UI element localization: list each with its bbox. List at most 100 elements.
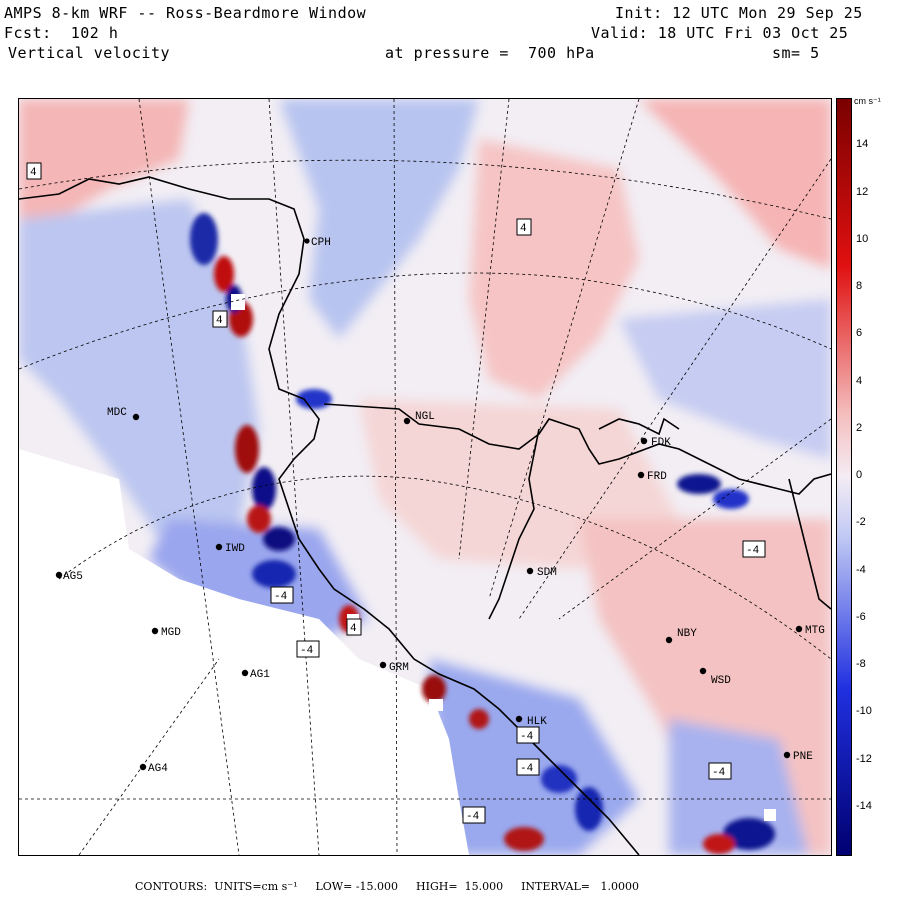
smoothing-setting: sm= 5 (772, 44, 820, 62)
contour-label-box: 4 (212, 310, 228, 328)
station-mgd[interactable]: MGD (151, 627, 181, 639)
wave-positive-3 (235, 425, 259, 473)
station-label: GRM (389, 662, 409, 674)
colorbar-tick-label: -12 (856, 752, 872, 765)
ross-ice-shelf-front (323, 403, 831, 495)
wave-negative-11 (575, 787, 603, 831)
mountain-wave-features (190, 213, 775, 854)
field-name: Vertical velocity (8, 44, 171, 62)
longitude-line-1 (138, 99, 240, 855)
station-fdk[interactable]: FDK (640, 437, 671, 449)
station-ngl[interactable]: NGL (403, 411, 435, 425)
masked-terrain (19, 449, 469, 855)
contour-label-box: 4 (346, 618, 362, 636)
station-label: MTG (805, 625, 825, 637)
wave-positive-1 (214, 256, 234, 292)
colorbar-tick-label: -14 (856, 799, 872, 812)
station-sdm[interactable]: SDM (526, 567, 557, 579)
gap-4 (429, 699, 443, 711)
data-gaps (231, 294, 776, 821)
station-iwd[interactable]: IWD (215, 543, 245, 555)
station-label: MGD (161, 627, 181, 639)
forecast-hour: Fcst: 102 h (4, 24, 119, 42)
contour-label-text: 4 (216, 315, 223, 327)
station-label: PNE (793, 751, 813, 763)
contour-label-text: -4 (466, 811, 480, 823)
valid-time: Valid: 18 UTC Fri 03 Oct 25 (591, 24, 849, 42)
contour-label-text: 4 (350, 623, 357, 635)
contour-label-text: 4 (520, 223, 527, 235)
wave-negative-5 (263, 527, 295, 551)
station-ag4[interactable]: AG4 (139, 763, 168, 775)
wave-negative-7 (541, 765, 577, 793)
colorbar-tick-label: 8 (856, 280, 863, 292)
contour-labels: 4 4 4 -4 -4 4 (26, 162, 766, 824)
wave-positive-7 (469, 709, 489, 729)
station-cph[interactable]: CPH (304, 237, 331, 249)
station-ag1[interactable]: AG1 (241, 669, 270, 681)
station-grm[interactable]: GRM (379, 661, 409, 674)
region-negative-n (279, 99, 479, 339)
contour-high: HIGH= 15.000 (416, 880, 504, 893)
wave-positive-8 (504, 827, 544, 851)
contour-label-text: -4 (274, 591, 288, 603)
colorbar-tick-label: 2 (856, 421, 863, 434)
station-pne[interactable]: PNE (783, 751, 813, 763)
station-label: FDK (651, 437, 671, 449)
station-wsd[interactable]: WSD (699, 667, 731, 687)
contour-label-box: 4 (516, 218, 532, 236)
contour-units: CONTOURS: UNITS=cm s⁻¹ (135, 880, 298, 893)
longitude-line-4 (458, 99, 510, 560)
contour-label-box: -4 (742, 540, 766, 558)
colorbar-tick-label: 14 (856, 138, 869, 151)
coastlines (19, 176, 831, 855)
colorbar-tick-label: 12 (856, 185, 869, 198)
contour-label-box: -4 (270, 586, 294, 604)
wave-positive-9 (703, 834, 735, 854)
station-label: WSD (711, 675, 731, 687)
map-panel[interactable]: 4 4 4 -4 -4 4 (18, 98, 832, 856)
station-frd[interactable]: FRD (637, 471, 667, 483)
station-mdc[interactable]: MDC (107, 407, 140, 421)
marie-byrd-coast (788, 478, 831, 610)
station-label: CPH (311, 237, 331, 249)
latitude-line-1 (19, 159, 831, 220)
contour-label-text: -4 (520, 763, 534, 775)
longitude-line-8 (78, 658, 220, 855)
colorbar (836, 98, 852, 856)
chart-title: AMPS 8-km WRF -- Ross-Beardmore Window (4, 4, 367, 22)
station-label: FRD (647, 471, 667, 483)
transantarctic-coast (19, 176, 640, 855)
station-nby[interactable]: NBY (665, 628, 697, 644)
station-ag5[interactable]: AG5 (55, 571, 83, 583)
wave-negative-10 (723, 818, 775, 850)
vertical-velocity-field (19, 99, 831, 855)
contour-interval: INTERVAL= 1.0000 (521, 880, 639, 893)
station-label: NGL (415, 411, 435, 423)
colorbar-tick-label: -8 (856, 658, 866, 670)
colorbar-tick-label: -6 (856, 610, 866, 623)
contour-label-text: -4 (712, 767, 726, 779)
cape-coast (598, 417, 680, 436)
region-negative-w (19, 199, 259, 539)
gap-1 (231, 294, 245, 310)
longitude-line-2 (268, 99, 320, 855)
station-hlk[interactable]: HLK (515, 715, 547, 728)
gap-3 (764, 809, 776, 821)
region-positive-ne (639, 99, 831, 269)
station-label: AG1 (250, 669, 270, 681)
station-mtg[interactable]: MTG (795, 625, 825, 637)
map-canvas[interactable]: 4 4 4 -4 -4 4 (19, 99, 831, 855)
longitude-line-6 (518, 158, 831, 620)
colorbar-tick-label: 0 (856, 469, 863, 481)
ross-island-edge (488, 428, 540, 620)
contour-label-box: 4 (26, 162, 42, 180)
wave-negative-4 (252, 467, 276, 511)
station-label: AG4 (148, 763, 168, 775)
station-label: NBY (677, 628, 697, 640)
colorbar-tick-label: 10 (856, 232, 869, 245)
station-label: HLK (527, 716, 547, 728)
region-positive-center (469, 139, 639, 399)
wave-positive-4 (247, 505, 271, 533)
graticule (19, 99, 831, 855)
